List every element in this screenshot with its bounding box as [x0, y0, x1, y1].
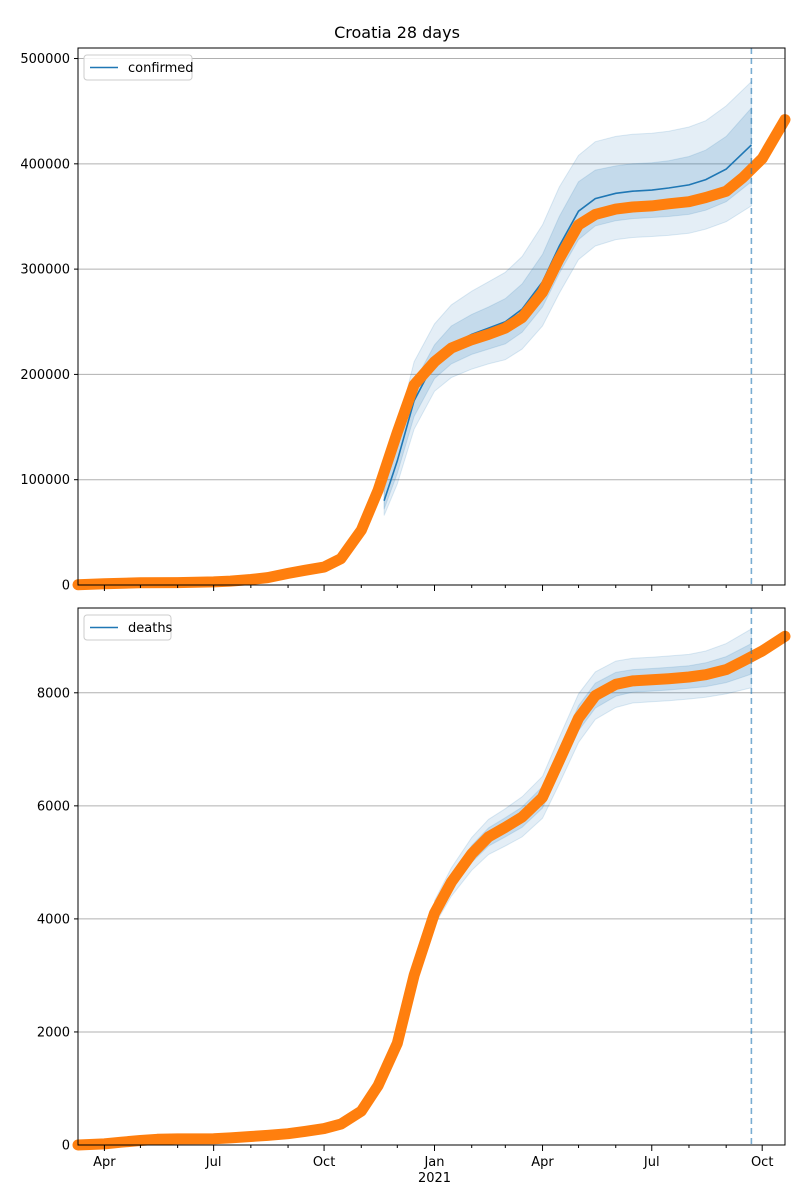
- y-tick-label: 500000: [20, 52, 70, 67]
- confirmed-panel: 0 100000 200000 300000 400000 500000 confirmed: [20, 47, 791, 594]
- inner-uncertainty-band: [383, 106, 752, 510]
- y-tick-label: 0: [62, 579, 70, 594]
- x-tick-label: Oct: [313, 1155, 335, 1170]
- x-tick-label: Apr: [93, 1155, 116, 1170]
- y-tick-label: 100000: [20, 473, 70, 488]
- x-tick-label: Jul: [643, 1155, 660, 1170]
- legend-label: deaths: [128, 621, 173, 636]
- y-tick-label: 4000: [37, 912, 70, 927]
- axes-frame: [77, 607, 786, 1146]
- y-tick-label: 300000: [20, 263, 70, 278]
- y-tick-label: 2000: [37, 1025, 70, 1040]
- x-tick-label: Oct: [751, 1155, 773, 1170]
- outer-uncertainty-band: [434, 628, 752, 927]
- y-tick-label: 400000: [20, 157, 70, 172]
- x-tick-label: Jul: [205, 1155, 222, 1170]
- x-tick-label: Apr: [531, 1155, 554, 1170]
- y-tick-label: 0: [62, 1139, 70, 1154]
- y-tick-label: 8000: [37, 686, 70, 701]
- observed-line: [72, 114, 791, 591]
- legend-box: [83, 614, 172, 641]
- observed-line: [72, 630, 791, 1151]
- axes-frame: [77, 47, 786, 586]
- x-year-label: 2021: [418, 1171, 451, 1186]
- deaths-panel: 0 2000 4000 6000 8000 Apr Jul Oct Jan Apr Jul Oct 20…: [37, 607, 791, 1186]
- chart-title: Croatia 28 days: [334, 23, 460, 42]
- x-tick-label: Jan: [423, 1155, 444, 1170]
- y-tick-label: 6000: [37, 799, 70, 814]
- legend-label: confirmed: [128, 61, 194, 76]
- y-tick-label: 200000: [20, 368, 70, 383]
- legend-box: [83, 54, 193, 81]
- outer-uncertainty-band: [383, 80, 752, 516]
